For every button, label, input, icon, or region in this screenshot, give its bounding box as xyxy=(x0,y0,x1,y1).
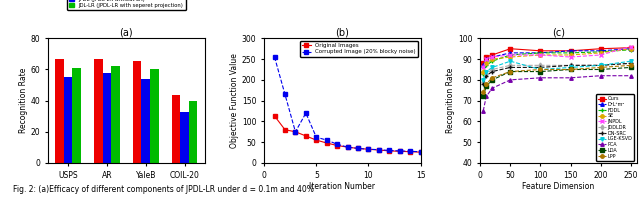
Bar xyxy=(63,77,72,163)
Legend: Ours, D²L³m², FDDL, SE, JNPDL, JDDLDR, DN-SRC, LGE-KSVD, PCA, LDA, LPP: Ours, D²L³m², FDDL, SE, JNPDL, JDDLDR, D… xyxy=(596,94,634,161)
Y-axis label: Objective Function Value: Objective Function Value xyxy=(230,53,239,148)
Bar xyxy=(102,73,111,163)
Text: Fig. 2: (a)Efficacy of different components of JPDL-LR under d = 0.1m and 40%: Fig. 2: (a)Efficacy of different compone… xyxy=(13,185,314,194)
Legend: JPDL-LR, JPDL (JPDL-LR without LR), JDL-LR (JPDL-LR with seperet projection): JPDL-LR, JPDL (JPDL-LR without LR), JDL-… xyxy=(67,0,186,10)
Title: (c): (c) xyxy=(552,27,565,37)
Bar xyxy=(72,68,81,163)
Title: (a): (a) xyxy=(120,27,133,37)
Bar xyxy=(133,61,141,163)
Title: (b): (b) xyxy=(335,27,349,37)
Y-axis label: Recognition Rate: Recognition Rate xyxy=(446,68,455,133)
X-axis label: Feature Dimension: Feature Dimension xyxy=(522,182,595,191)
Bar xyxy=(55,59,63,163)
Bar xyxy=(150,69,159,163)
Bar xyxy=(172,95,180,163)
Y-axis label: Recognition Rate: Recognition Rate xyxy=(19,68,28,133)
Bar xyxy=(189,101,198,163)
Legend: Original Images, Corrupted Image (20% blocky noise): Original Images, Corrupted Image (20% bl… xyxy=(300,41,418,57)
Bar xyxy=(180,112,189,163)
X-axis label: Iteration Number: Iteration Number xyxy=(309,182,376,191)
Bar xyxy=(111,66,120,163)
Bar xyxy=(141,79,150,163)
Bar xyxy=(94,59,102,163)
